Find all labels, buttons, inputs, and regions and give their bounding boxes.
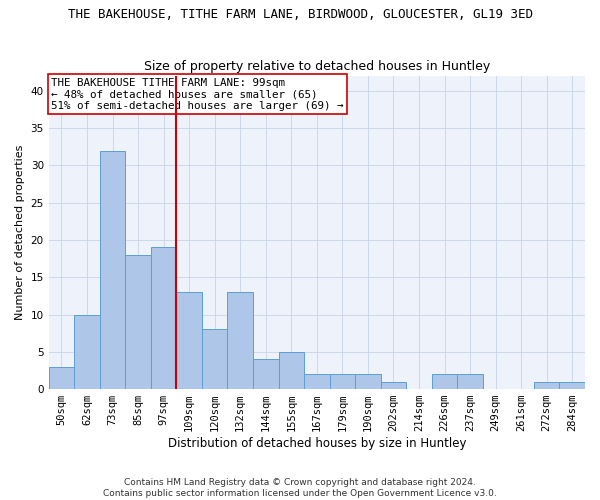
- Bar: [534, 382, 559, 389]
- Bar: [74, 314, 100, 389]
- Bar: [100, 150, 125, 389]
- Bar: [125, 255, 151, 389]
- Bar: [304, 374, 329, 389]
- X-axis label: Distribution of detached houses by size in Huntley: Distribution of detached houses by size …: [167, 437, 466, 450]
- Y-axis label: Number of detached properties: Number of detached properties: [15, 145, 25, 320]
- Bar: [227, 292, 253, 389]
- Bar: [559, 382, 585, 389]
- Bar: [355, 374, 380, 389]
- Bar: [151, 248, 176, 389]
- Bar: [176, 292, 202, 389]
- Text: Contains HM Land Registry data © Crown copyright and database right 2024.
Contai: Contains HM Land Registry data © Crown c…: [103, 478, 497, 498]
- Bar: [253, 360, 278, 389]
- Bar: [432, 374, 457, 389]
- Bar: [329, 374, 355, 389]
- Bar: [457, 374, 483, 389]
- Bar: [278, 352, 304, 389]
- Bar: [49, 366, 74, 389]
- Text: THE BAKEHOUSE, TITHE FARM LANE, BIRDWOOD, GLOUCESTER, GL19 3ED: THE BAKEHOUSE, TITHE FARM LANE, BIRDWOOD…: [67, 8, 533, 20]
- Bar: [202, 330, 227, 389]
- Title: Size of property relative to detached houses in Huntley: Size of property relative to detached ho…: [144, 60, 490, 74]
- Bar: [380, 382, 406, 389]
- Text: THE BAKEHOUSE TITHE FARM LANE: 99sqm
← 48% of detached houses are smaller (65)
5: THE BAKEHOUSE TITHE FARM LANE: 99sqm ← 4…: [52, 78, 344, 111]
